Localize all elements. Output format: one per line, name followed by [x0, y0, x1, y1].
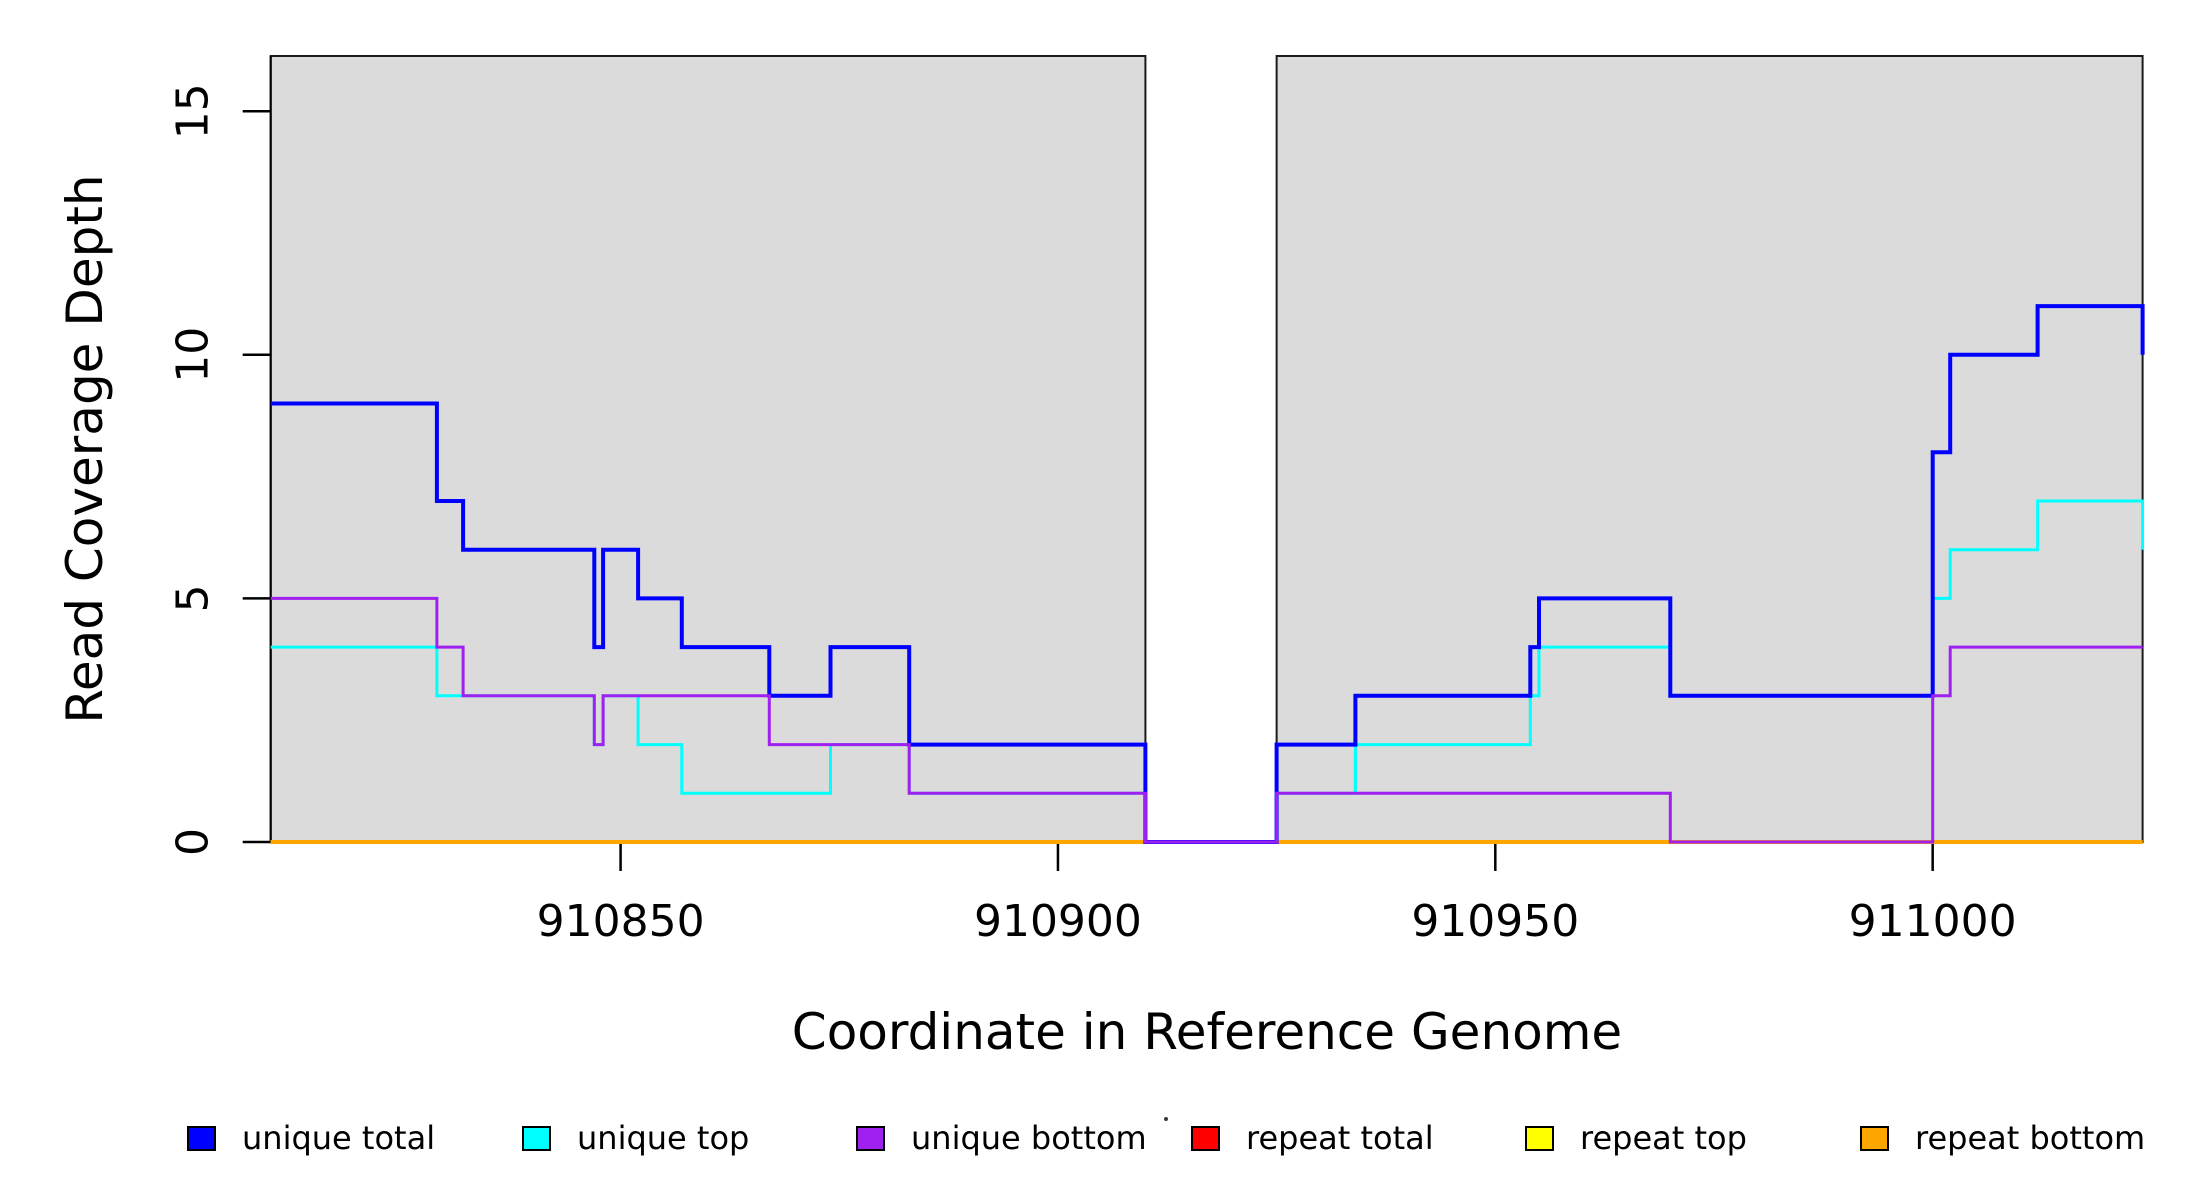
legend-item-repeat-bottom: repeat bottom [1860, 1119, 2145, 1157]
y-tick-label: 15 [168, 83, 219, 139]
y-axis-title: Read Coverage Depth [56, 174, 114, 724]
x-tick-label: 910900 [974, 896, 1142, 947]
legend-item-repeat-total: repeat total [1191, 1119, 1434, 1157]
legend-label: unique total [242, 1119, 436, 1157]
y-tick-label: 5 [168, 584, 219, 612]
legend-item-unique-total: unique total [187, 1119, 435, 1157]
legend-swatch-unique-total [187, 1125, 216, 1151]
legend-swatch-repeat-top [1525, 1125, 1554, 1151]
x-tick-label: 910850 [537, 896, 705, 947]
legend-swatch-unique-top [522, 1125, 551, 1151]
series-line-unique-total [270, 304, 2145, 844]
series-line-unique-bottom [270, 596, 2143, 844]
legend-swatch-repeat-total [1191, 1125, 1220, 1151]
legend-item-repeat-top: repeat top [1525, 1119, 1747, 1157]
legend-label: repeat bottom [1915, 1119, 2146, 1157]
legend-item-unique-top: unique top [522, 1119, 749, 1157]
x-axis-title: Coordinate in Reference Genome [791, 1003, 1623, 1061]
legend-item-unique-bottom: unique bottom [856, 1119, 1147, 1157]
stray-dot-artifact [1164, 1117, 1168, 1121]
legend-label: unique top [577, 1119, 750, 1157]
x-tick-label: 910950 [1411, 896, 1579, 947]
legend-label: repeat total [1246, 1119, 1434, 1157]
aligned-region-2 [1275, 55, 2144, 843]
y-tick-label: 10 [168, 327, 219, 383]
legend-label: unique bottom [911, 1119, 1147, 1157]
legend-label: repeat top [1580, 1119, 1747, 1157]
legend-swatch-unique-bottom [856, 1125, 885, 1151]
y-tick-label: 0 [168, 828, 219, 856]
x-tick-label: 911000 [1849, 896, 2017, 947]
aligned-region-1 [269, 55, 1147, 843]
legend-swatch-repeat-bottom [1860, 1125, 1889, 1151]
